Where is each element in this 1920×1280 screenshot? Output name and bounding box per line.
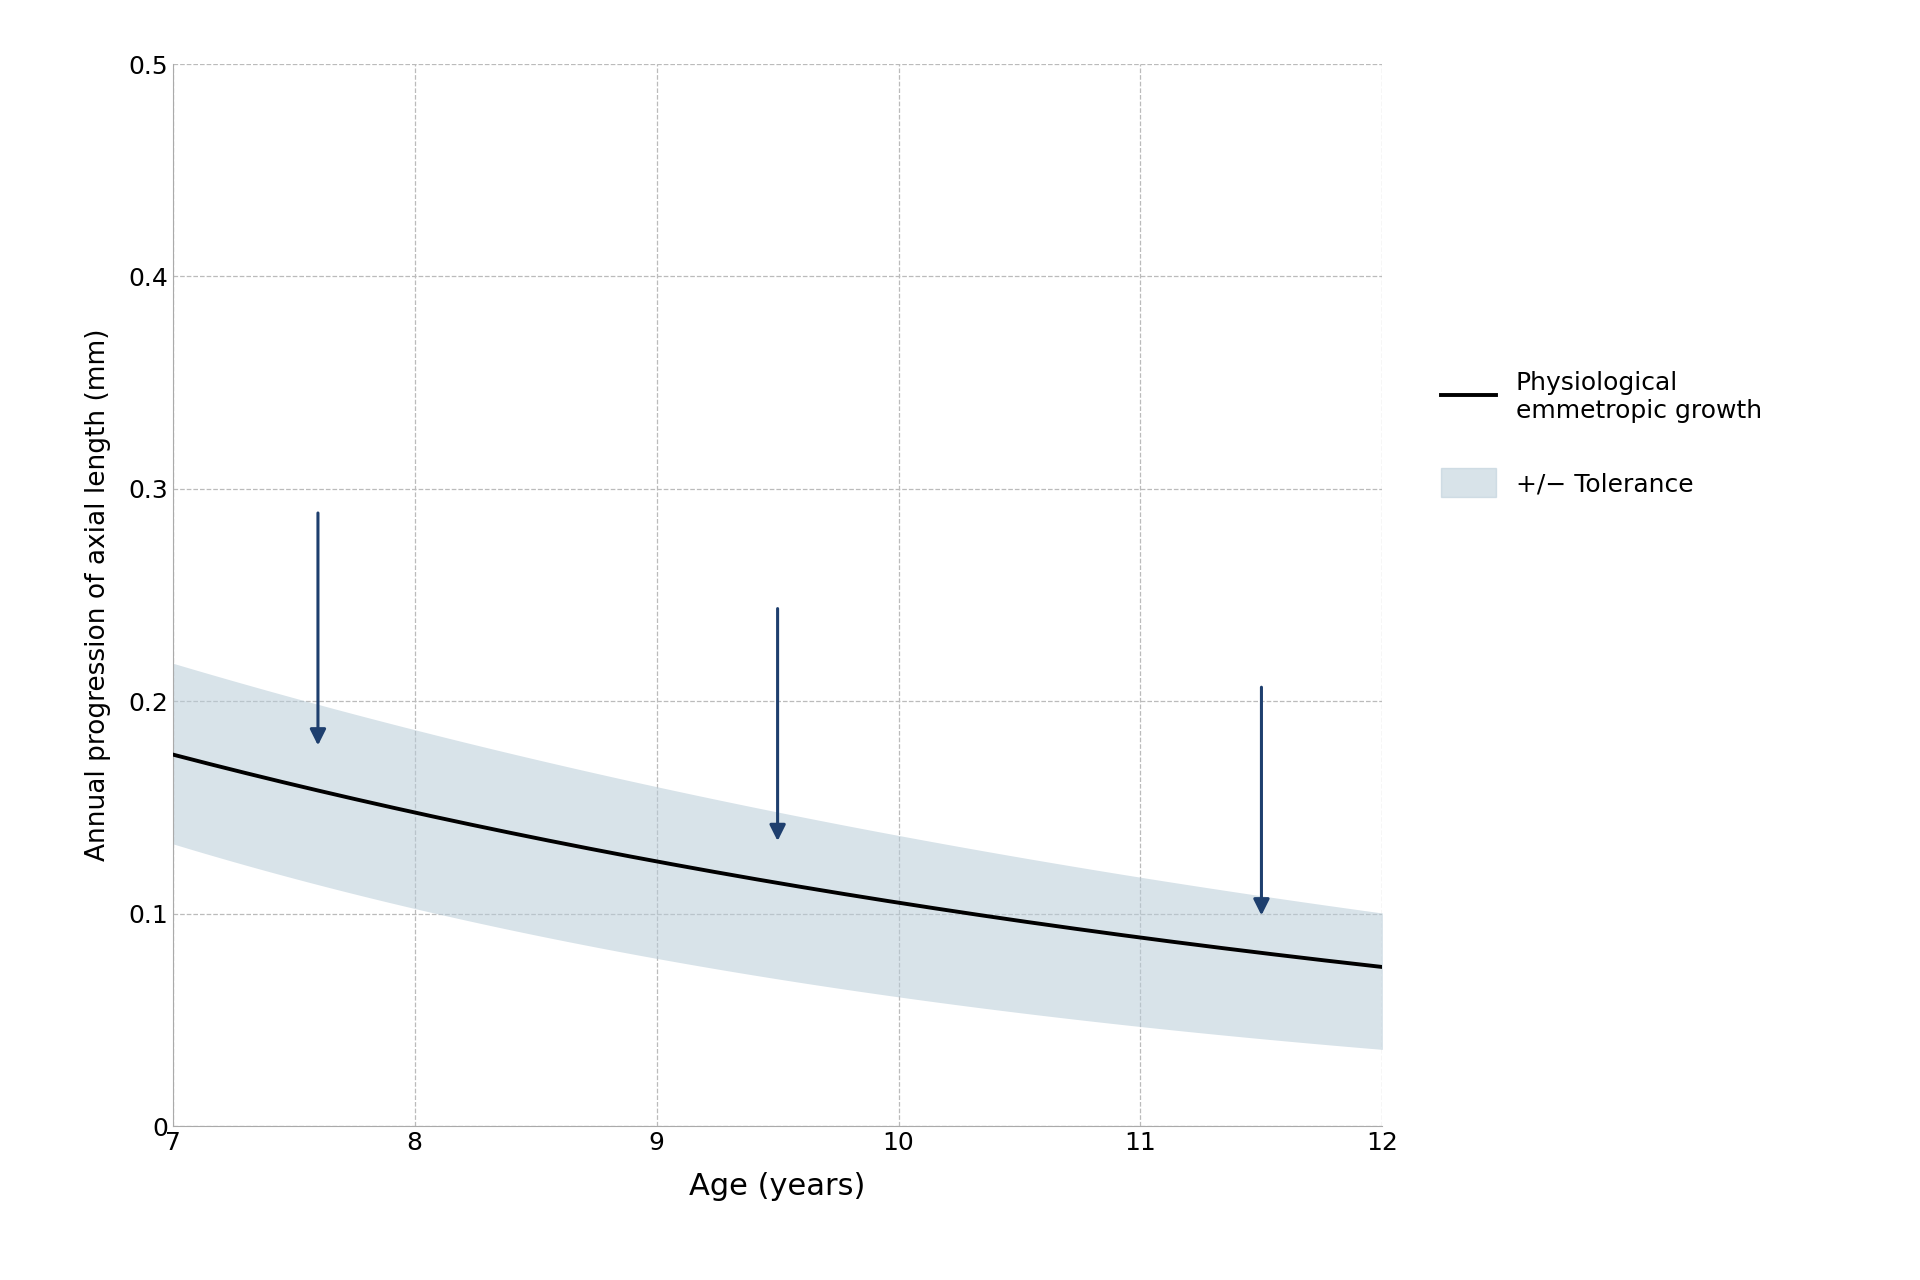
Y-axis label: Annual progression of axial length (mm): Annual progression of axial length (mm) [84, 329, 111, 861]
X-axis label: Age (years): Age (years) [689, 1172, 866, 1201]
Legend: Physiological
emmetropic growth, +/− Tolerance: Physiological emmetropic growth, +/− Tol… [1430, 361, 1772, 507]
